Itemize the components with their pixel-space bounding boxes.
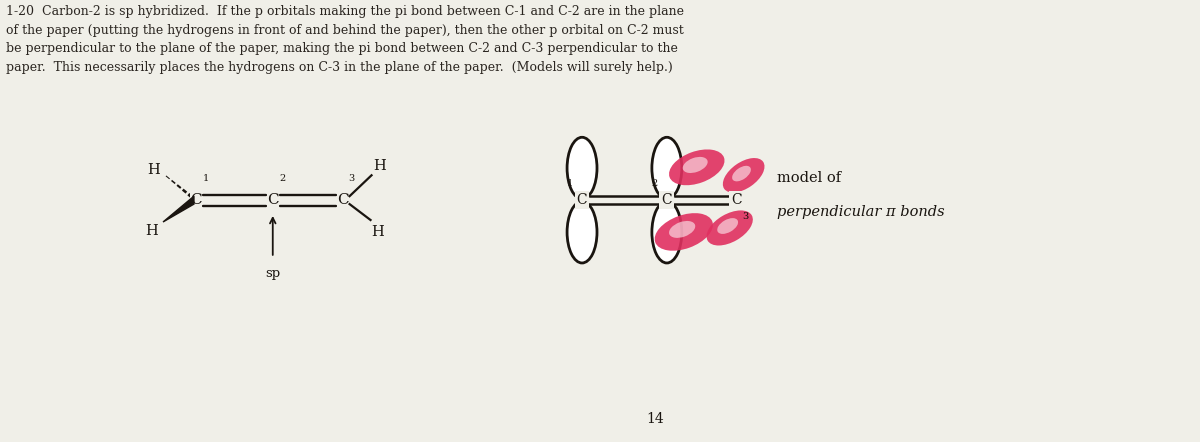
Text: 1: 1 — [566, 179, 574, 188]
Text: H: H — [148, 164, 161, 177]
Ellipse shape — [652, 202, 682, 263]
Ellipse shape — [683, 157, 708, 173]
Text: 3: 3 — [743, 212, 749, 221]
Text: C: C — [661, 193, 672, 207]
Ellipse shape — [652, 137, 682, 199]
Text: 1: 1 — [566, 179, 574, 188]
Ellipse shape — [707, 210, 752, 245]
Text: C: C — [577, 193, 587, 207]
Polygon shape — [163, 196, 194, 222]
Text: 3: 3 — [348, 174, 355, 183]
Ellipse shape — [732, 166, 751, 181]
Text: C: C — [731, 193, 742, 207]
Text: 2: 2 — [652, 179, 658, 188]
Text: H: H — [373, 160, 386, 173]
Text: 2: 2 — [280, 174, 286, 183]
Ellipse shape — [568, 137, 598, 199]
Ellipse shape — [655, 213, 713, 251]
Text: C: C — [337, 193, 348, 207]
Text: 3: 3 — [743, 212, 749, 221]
Text: 1: 1 — [203, 174, 209, 183]
Text: H: H — [371, 225, 384, 239]
Text: C: C — [731, 193, 742, 207]
Text: perpendicular π bonds: perpendicular π bonds — [776, 205, 944, 219]
Ellipse shape — [670, 221, 695, 238]
Ellipse shape — [718, 218, 738, 234]
Text: model of: model of — [776, 171, 841, 185]
Text: C: C — [266, 193, 278, 207]
Text: C: C — [577, 193, 587, 207]
Ellipse shape — [722, 158, 764, 193]
Text: 2: 2 — [652, 179, 658, 188]
Text: 14: 14 — [646, 412, 664, 426]
Text: sp: sp — [265, 267, 281, 280]
Text: H: H — [145, 224, 158, 238]
Ellipse shape — [670, 149, 725, 185]
Text: C: C — [190, 193, 202, 207]
Text: 1-20  Carbon-2 is sp hybridized.  If the p orbitals making the pi bond between C: 1-20 Carbon-2 is sp hybridized. If the p… — [6, 5, 684, 74]
Text: C: C — [661, 193, 672, 207]
Ellipse shape — [568, 202, 598, 263]
